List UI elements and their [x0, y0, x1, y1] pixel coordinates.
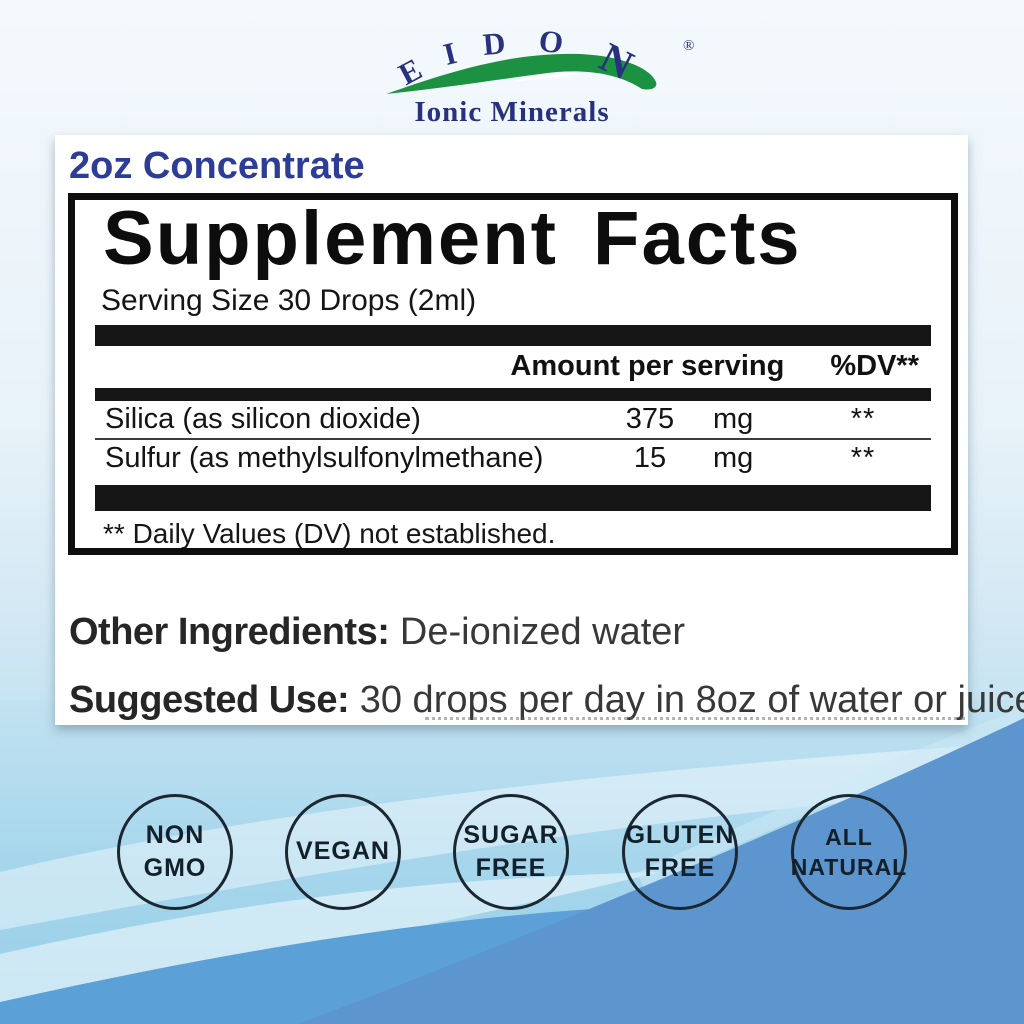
logo-swoosh-icon [386, 53, 657, 94]
suggested-use-line: Suggested Use: 30 drops per day in 8oz o… [69, 679, 1024, 722]
logo-letter-o: O [537, 22, 566, 61]
brand-logo: E I D O N ® Ionic Minerals [0, 10, 1024, 130]
nutrient-dv: ** [850, 402, 876, 435]
row-separator [95, 437, 931, 440]
fact-row-silica: Silica (as silicon dioxide) 375 mg ** [95, 401, 931, 438]
nutrient-dv: ** [850, 441, 876, 474]
serving-size: Serving Size 30 Drops (2ml) [101, 283, 477, 317]
brand-tagline: Ionic Minerals [414, 96, 610, 128]
suggested-use-label: Suggested Use: [69, 679, 350, 721]
dv-column-header: %DV** [830, 350, 919, 383]
logo-letter-d: D [481, 25, 507, 62]
facts-title: Supplement Facts [103, 196, 802, 281]
divider-bar-medium [95, 387, 931, 401]
size-line: 2oz Concentrate [69, 145, 365, 187]
divider-bar-thick [95, 324, 931, 346]
other-ingredients-value: De-ionized water [389, 611, 686, 653]
cut-off-text-artifact [425, 717, 965, 720]
nutrient-name: Sulfur (as methylsulfonylmethane) [105, 441, 544, 474]
label-card: 2oz Concentrate Supplement Facts Serving… [55, 135, 1024, 725]
other-ingredients-line: Other Ingredients: De-ionized water [69, 611, 685, 654]
supplement-facts-panel: Supplement Facts Serving Size 30 Drops (… [68, 193, 958, 555]
nutrient-name: Silica (as silicon dioxide) [105, 402, 421, 435]
nutrient-unit: mg [713, 441, 754, 474]
nutrient-amount: 15 [633, 441, 667, 474]
dv-footnote: ** Daily Values (DV) not established. [103, 517, 556, 549]
logo-mark: E I D O N ® [382, 22, 712, 102]
divider-bar-bottom [95, 484, 931, 511]
nutrient-unit: mg [713, 402, 754, 435]
other-ingredients-label: Other Ingredients: [69, 611, 390, 653]
suggested-use-value: 30 drops per day in 8oz of water or juic… [349, 679, 1024, 721]
amount-column-header: Amount per serving [510, 350, 785, 383]
facts-column-headers: Amount per serving %DV** [95, 346, 931, 388]
nutrient-amount: 375 [625, 402, 675, 435]
fact-row-sulfur: Sulfur (as methylsulfonylmethane) 15 mg … [95, 440, 931, 477]
registered-trademark-symbol: ® [683, 38, 695, 54]
